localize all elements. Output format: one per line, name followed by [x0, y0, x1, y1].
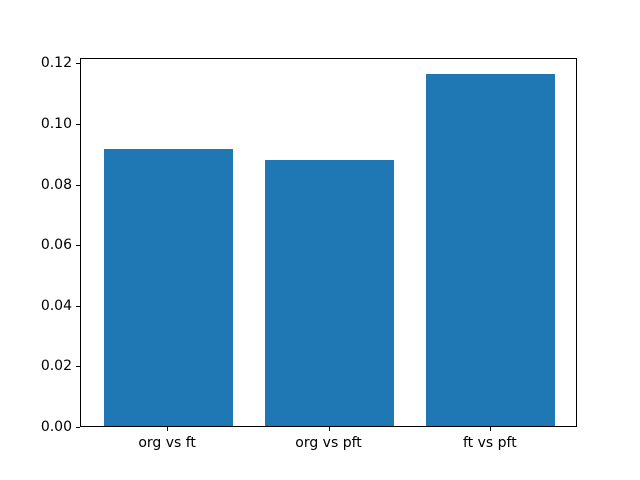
x-tick-mark: [167, 427, 169, 431]
y-tick-label: 0.00: [40, 419, 72, 435]
y-tick-label: 0.02: [40, 358, 72, 375]
y-tick-mark: [76, 245, 80, 247]
x-tick-label: ft vs pft: [463, 435, 517, 451]
y-tick-mark: [76, 184, 80, 186]
bar-ft-vs-pft: [426, 74, 556, 426]
y-tick-mark: [76, 124, 80, 126]
x-tick-mark: [328, 427, 330, 431]
y-tick-mark: [76, 427, 80, 428]
y-tick-label: 0.08: [40, 176, 72, 193]
x-tick-label: org vs pft: [295, 435, 362, 451]
bar-org-vs-ft: [103, 148, 233, 426]
y-tick-mark: [76, 63, 80, 65]
plot-area: [80, 58, 577, 427]
x-tick-label: org vs ft: [138, 435, 196, 451]
y-tick-label: 0.04: [40, 297, 72, 314]
bar-org-vs-pft: [264, 160, 395, 426]
y-tick-mark: [76, 366, 80, 368]
y-tick-label: 0.12: [40, 55, 72, 72]
y-tick-label: 0.10: [40, 116, 72, 133]
y-tick-label: 0.06: [40, 237, 72, 254]
y-tick-mark: [76, 305, 80, 307]
x-tick-mark: [489, 427, 491, 431]
